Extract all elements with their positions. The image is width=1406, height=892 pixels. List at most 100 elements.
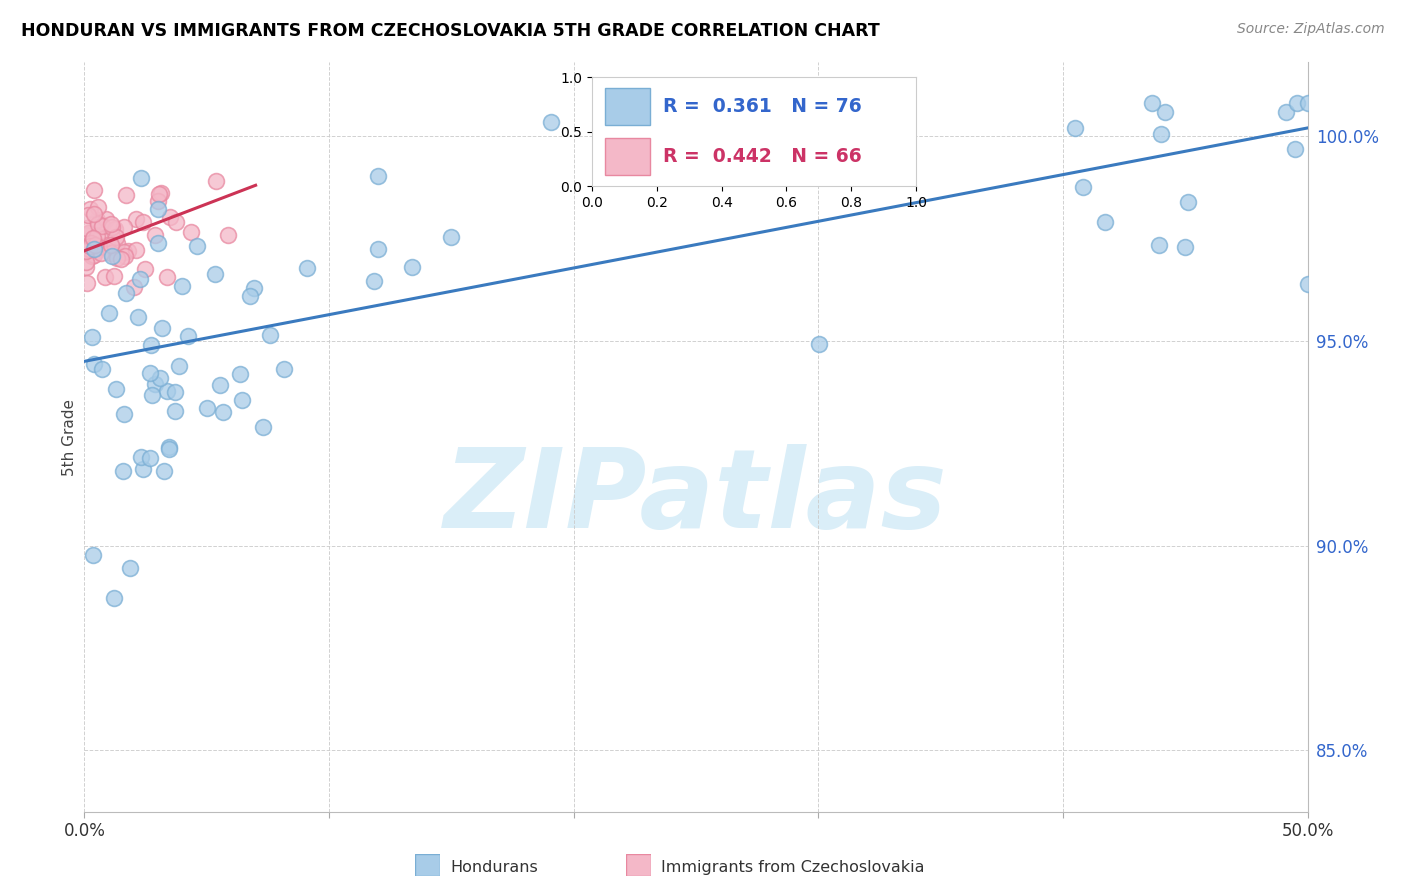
Point (104, 221, 127, 235)
Point (84, 237, 107, 252)
Point (832, 131, 855, 145)
Point (134, 261, 156, 276)
Point (852, 137, 875, 152)
Point (295, 260, 318, 275)
Point (77, 226, 100, 240)
Point (156, 269, 179, 284)
Point (1177, 194, 1199, 209)
Point (127, 310, 149, 324)
Point (82, 233, 104, 247)
Point (165, 215, 187, 229)
Point (138, 451, 160, 466)
Point (103, 591, 125, 606)
Point (1094, 215, 1116, 229)
Point (103, 269, 125, 284)
Point (75, 227, 97, 242)
Point (105, 252, 128, 266)
Point (212, 405, 235, 419)
Point (90, 361, 112, 376)
Point (540, 114, 562, 128)
Y-axis label: 5th Grade: 5th Grade (62, 399, 77, 475)
Point (91, 219, 114, 233)
Point (110, 252, 132, 266)
Point (87, 200, 110, 214)
Point (97, 306, 120, 320)
Point (139, 366, 162, 380)
Point (1071, 180, 1094, 194)
Point (146, 194, 169, 208)
Text: ZIPatlas: ZIPatlas (444, 443, 948, 550)
Point (1142, 96, 1164, 111)
Point (131, 170, 153, 185)
Point (217, 228, 239, 243)
Text: R =  0.361   N = 76: R = 0.361 N = 76 (664, 97, 862, 116)
Point (105, 235, 128, 250)
Point (77, 242, 100, 256)
Point (204, 267, 226, 281)
Point (104, 230, 127, 244)
Point (83, 207, 105, 221)
Point (1275, 105, 1298, 120)
Point (243, 281, 266, 295)
Point (231, 393, 253, 408)
Point (115, 285, 138, 300)
Point (79, 202, 101, 216)
Point (186, 239, 208, 253)
Point (80, 330, 103, 344)
Point (132, 215, 155, 229)
Point (100, 238, 122, 252)
Bar (605, 138, 651, 175)
Point (146, 202, 169, 217)
Point (132, 462, 155, 476)
Point (75, 220, 97, 235)
Point (114, 219, 136, 234)
Point (114, 249, 136, 263)
Text: R =  0.442   N = 66: R = 0.442 N = 66 (664, 147, 862, 166)
Point (143, 228, 166, 243)
Point (150, 186, 173, 201)
Point (208, 378, 231, 392)
Text: HONDURAN VS IMMIGRANTS FROM CZECHOSLOVAKIA 5TH GRADE CORRELATION CHART: HONDURAN VS IMMIGRANTS FROM CZECHOSLOVAK… (21, 22, 880, 40)
Point (82, 548, 104, 562)
Point (180, 225, 202, 239)
Point (273, 362, 295, 376)
Point (86, 229, 108, 244)
Text: Immigrants from Czechoslovakia: Immigrants from Czechoslovakia (661, 860, 924, 874)
Point (129, 450, 152, 464)
Point (86, 213, 108, 227)
Point (167, 359, 190, 374)
Point (163, 403, 186, 417)
Point (367, 169, 389, 183)
Point (76, 277, 98, 291)
Point (1154, 104, 1177, 119)
Point (83, 357, 105, 371)
Point (239, 288, 262, 302)
Point (159, 210, 181, 224)
Point (89, 231, 111, 245)
Point (1174, 240, 1197, 254)
Point (440, 229, 463, 244)
Point (84, 237, 107, 252)
Point (124, 280, 146, 294)
Point (125, 212, 148, 227)
Point (163, 384, 186, 399)
Point (115, 188, 138, 202)
Point (87, 240, 110, 254)
Point (117, 244, 139, 258)
Point (157, 442, 180, 457)
Point (170, 279, 193, 293)
Point (146, 236, 169, 251)
Point (91, 219, 114, 233)
Point (1284, 142, 1306, 156)
Point (79, 239, 101, 253)
Point (105, 382, 128, 396)
Point (157, 440, 180, 454)
Point (82, 231, 104, 245)
Bar (605, 88, 651, 125)
Point (112, 407, 135, 421)
Point (259, 328, 281, 343)
Point (1296, 96, 1319, 111)
Point (141, 338, 163, 352)
Point (76, 208, 98, 222)
Point (197, 401, 219, 415)
